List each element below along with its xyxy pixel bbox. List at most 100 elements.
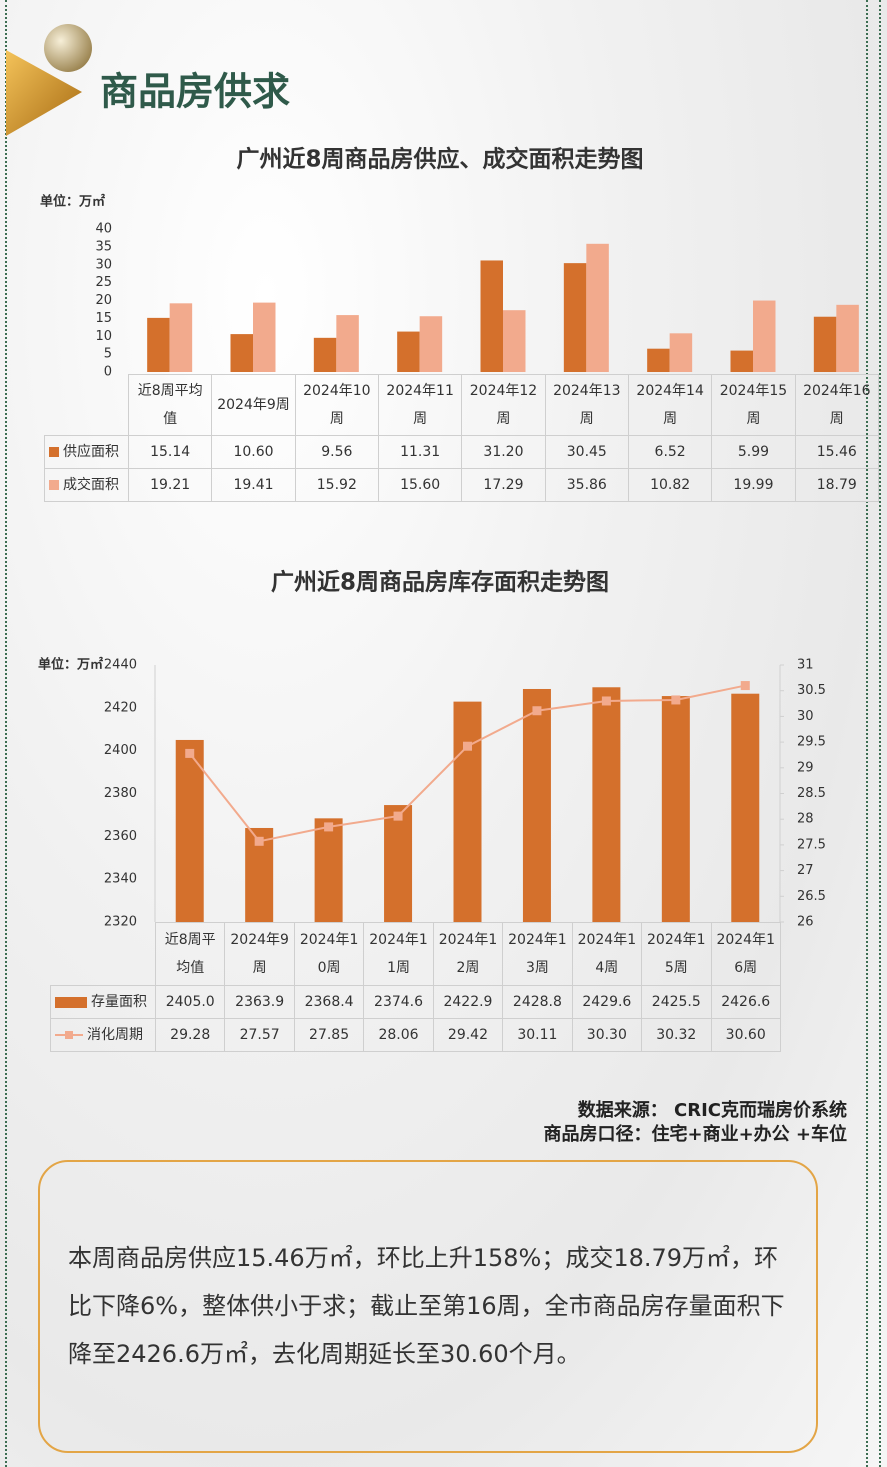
table-row: 成交面积 19.21 19.41 15.92 15.60 17.29 35.86 10.82 1… xyxy=(44,468,879,502)
legend-label: 成交面积 xyxy=(63,477,119,493)
legend-swatch xyxy=(55,1030,83,1039)
x-tick-label: 2024年15周 xyxy=(641,922,712,986)
legend-entry: 存量面积 xyxy=(50,985,156,1019)
table-corner xyxy=(50,922,156,986)
x-tick-label: 2024年16周 xyxy=(794,374,879,436)
y-tick-label: 2400 xyxy=(104,743,137,758)
y-tick-label: 30 xyxy=(95,257,112,272)
data-label: 30.32 xyxy=(641,1018,712,1052)
data-label: 10.82 xyxy=(627,468,713,502)
bar xyxy=(384,805,413,922)
data-label: 2426.6 xyxy=(710,985,781,1019)
bar xyxy=(669,333,693,372)
source-line: 商品房口径：住宅+商业+办公 +车位 xyxy=(543,1124,847,1145)
data-label: 29.28 xyxy=(154,1018,226,1052)
data-label: 19.21 xyxy=(127,468,213,502)
x-tick-label: 近8周平均值 xyxy=(154,922,226,986)
data-label: 11.31 xyxy=(377,435,463,469)
line-marker xyxy=(532,706,542,716)
x-tick-label: 2024年9周 xyxy=(211,374,296,436)
y2-tick-label: 30 xyxy=(797,709,814,724)
legend-marker xyxy=(65,1030,73,1039)
data-label: 30.11 xyxy=(502,1018,573,1052)
data-label: 15.92 xyxy=(294,468,379,502)
data-table: 近8周平均值 2024年9周 2024年10周 2024年11周 2024年12周 202… xyxy=(44,374,879,502)
line-marker xyxy=(324,822,334,832)
x-tick-label: 2024年10周 xyxy=(293,922,365,986)
y2-tick-label: 26 xyxy=(797,915,814,930)
line-marker xyxy=(740,681,750,691)
right-border xyxy=(879,0,881,1467)
legend-entry: 供应面积 xyxy=(44,435,129,469)
data-label: 6.52 xyxy=(627,435,713,469)
data-label: 2425.5 xyxy=(641,985,712,1019)
table-row: 供应面积 15.14 10.60 9.56 11.31 31.20 30.45 6.52 5.9… xyxy=(44,435,879,469)
section-title: 商品房供求 xyxy=(100,70,290,114)
x-tick-label: 2024年10周 xyxy=(294,374,379,436)
legend-swatch xyxy=(49,480,59,490)
data-label: 18.79 xyxy=(794,468,879,502)
x-tick-label: 2024年9周 xyxy=(224,922,295,986)
data-label: 2428.8 xyxy=(502,985,573,1019)
data-label: 2405.0 xyxy=(154,985,226,1019)
right-border xyxy=(866,0,868,1467)
legend-entry: 成交面积 xyxy=(44,468,129,502)
line-marker xyxy=(463,741,472,751)
table-row: 存量面积 2405.0 2363.9 2368.4 2374.6 2422.9 2428.8… xyxy=(50,985,781,1019)
data-label: 15.14 xyxy=(127,435,213,469)
bar xyxy=(397,331,420,372)
data-label: 19.41 xyxy=(211,468,296,502)
data-label: 2368.4 xyxy=(293,985,365,1019)
table-header: 近8周平均值 2024年9周 2024年10周 2024年11周 2024年12周 202… xyxy=(50,922,781,986)
legend-entry: 消化周期 xyxy=(50,1018,156,1052)
bar xyxy=(813,316,837,372)
y2-tick-label: 27 xyxy=(797,863,814,878)
y-tick-label: 20 xyxy=(95,293,112,308)
x-tick-label: 2024年14周 xyxy=(571,922,643,986)
data-table: 近8周平均值 2024年9周 2024年10周 2024年11周 2024年12周 202… xyxy=(50,922,781,1052)
data-label: 9.56 xyxy=(294,435,379,469)
table-header: 近8周平均值 2024年9周 2024年10周 2024年11周 2024年12周 202… xyxy=(44,374,879,436)
bar xyxy=(175,739,204,922)
bar xyxy=(730,350,753,372)
data-label: 28.06 xyxy=(363,1018,434,1052)
x-tick-label: 2024年12周 xyxy=(461,374,546,436)
header-triangle xyxy=(6,50,82,136)
unit-label: 单位：万㎡ xyxy=(40,194,105,210)
legend-swatch xyxy=(55,996,87,1008)
bar xyxy=(169,303,193,372)
y2-tick-label: 28 xyxy=(797,812,814,827)
bar xyxy=(522,688,551,922)
chart-title: 广州近8周商品房供应、成交面积走势图 xyxy=(236,146,643,173)
data-label: 5.99 xyxy=(711,435,796,469)
bar xyxy=(836,304,859,372)
bar xyxy=(313,337,337,372)
line-marker xyxy=(254,836,264,846)
bar xyxy=(647,348,670,372)
line-marker xyxy=(185,748,195,758)
chart-title: 广州近8周商品房库存面积走势图 xyxy=(271,569,609,596)
x-tick-label: 2024年14周 xyxy=(627,374,713,436)
y2-tick-label: 29.5 xyxy=(797,735,826,750)
table-row: 消化周期 29.28 27.57 27.85 28.06 29.42 30.11 30.30 3… xyxy=(50,1018,781,1052)
y2-tick-label: 27.5 xyxy=(797,837,826,852)
y-tick-label: 2380 xyxy=(104,786,137,801)
data-label: 15.60 xyxy=(377,468,463,502)
line-marker xyxy=(671,695,681,705)
x-tick-label: 2024年11周 xyxy=(363,922,434,986)
y-tick-label: 40 xyxy=(95,222,112,237)
x-tick-label: 2024年12周 xyxy=(432,922,504,986)
x-tick-label: 2024年16周 xyxy=(710,922,781,986)
data-label: 30.30 xyxy=(571,1018,643,1052)
data-label: 19.99 xyxy=(711,468,796,502)
y2-tick-label: 29 xyxy=(797,760,814,775)
legend-label: 消化周期 xyxy=(87,1027,143,1043)
data-label: 27.85 xyxy=(293,1018,365,1052)
y-tick-label: 2420 xyxy=(104,700,137,715)
y-tick-label: 25 xyxy=(95,275,112,290)
y-tick-label: 0 xyxy=(104,365,112,380)
bar xyxy=(503,310,526,372)
data-label: 30.45 xyxy=(544,435,629,469)
